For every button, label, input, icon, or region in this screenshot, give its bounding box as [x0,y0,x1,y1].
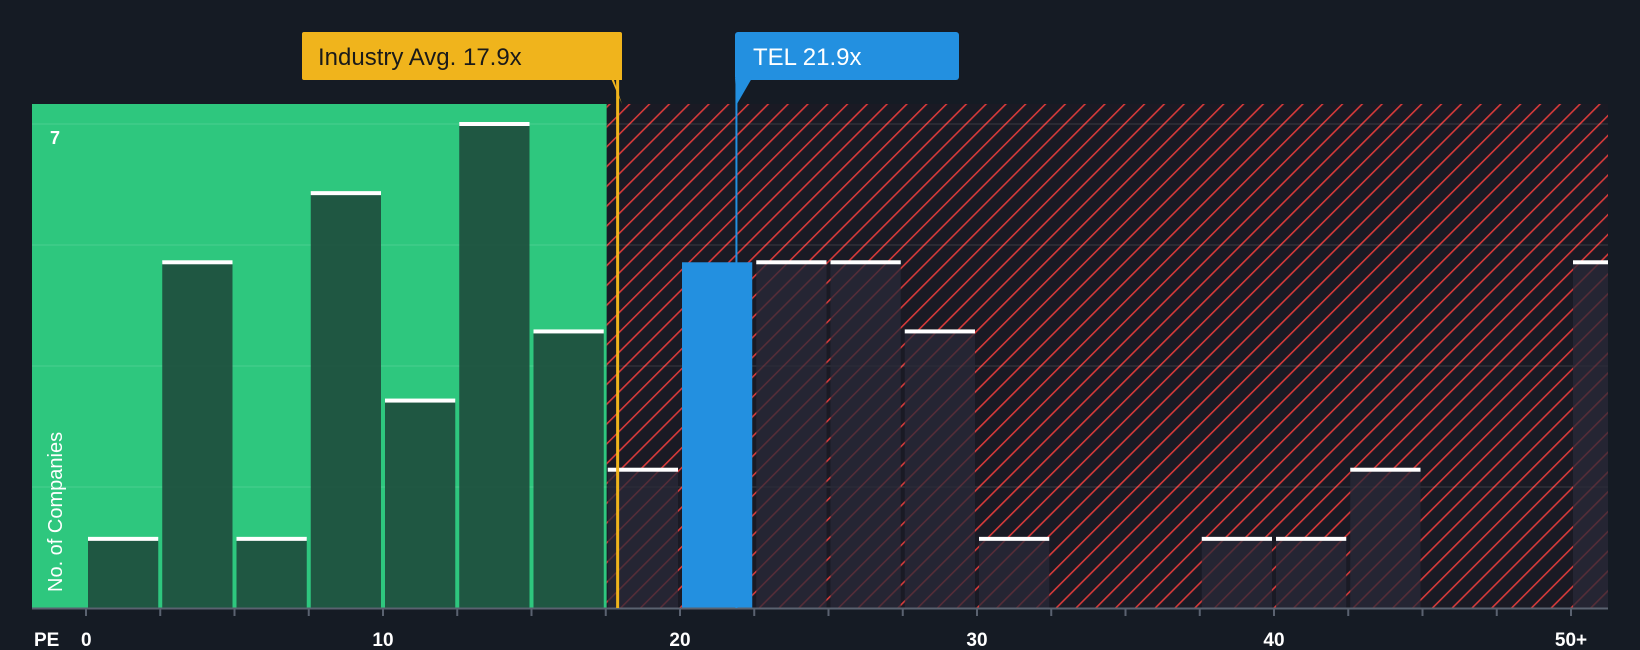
bar [756,262,827,608]
y-axis-label: No. of Companies [45,432,67,592]
bar [607,469,678,608]
company-box [735,32,959,80]
bar-cap [1276,536,1347,541]
bar-cap [1573,260,1608,265]
bar [904,331,975,608]
bar [830,262,901,608]
x-tick-label: 40 [1263,630,1284,650]
x-tick-label: 10 [372,630,393,650]
bar [1350,469,1421,608]
bar-cap [1350,467,1421,472]
x-tick-label: 0 [81,630,92,650]
bar [385,400,456,608]
markers: Industry Avg. 17.9x TEL 21.9x [302,32,959,608]
bar-cap [533,329,604,334]
bar [1573,262,1608,608]
x-axis: 0 10 20 30 40 50+ [32,607,1608,650]
bar [1276,538,1347,608]
bar [88,538,159,608]
bar [1201,538,1272,608]
company-label: TEL 21.9x [753,44,862,71]
bar-cap [830,260,901,265]
bar-cap [459,122,530,126]
bar-cap [1201,536,1272,541]
bar-company [682,262,753,608]
y-tick-label: 7 [50,128,60,148]
bar-cap [236,536,307,541]
company-callout-pointer [735,78,752,104]
bar [533,331,604,608]
bar-cap [385,398,456,403]
bar [236,538,307,608]
x-axis-label: PE [34,630,59,650]
bar-cap [88,536,159,541]
bar-cap [904,329,975,334]
bar [459,124,530,608]
bar-cap [162,260,233,265]
bars [88,122,1608,608]
bar-cap [756,260,827,265]
x-tick-label: 30 [966,630,987,650]
industry-avg-label: Industry Avg. 17.9x [318,44,522,71]
bar-cap [979,536,1050,541]
x-tick-label: 20 [669,630,690,650]
bar [310,193,381,608]
x-tick-label: 50+ [1555,630,1587,650]
bar [162,262,233,608]
industry-avg-box [302,32,622,80]
bar-cap [310,191,381,196]
bar-cap [607,467,678,472]
bar [979,538,1050,608]
